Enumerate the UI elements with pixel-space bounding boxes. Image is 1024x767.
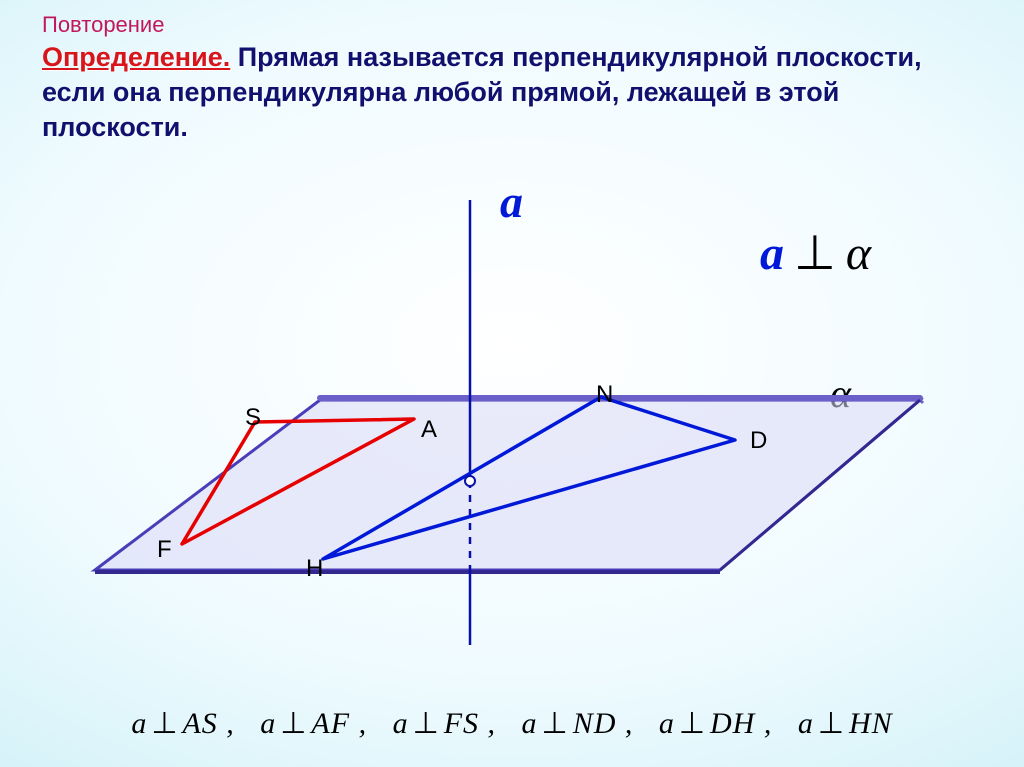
bottom-relations: a⊥AS , a⊥AF , a⊥FS , a⊥ND , a⊥DH , a⊥HN <box>0 706 1024 741</box>
intersection-point <box>465 476 475 486</box>
point-N: N <box>596 381 613 409</box>
point-F: F <box>157 536 172 564</box>
point-S: S <box>245 404 261 432</box>
geometry-diagram <box>0 0 1024 767</box>
point-A: A <box>421 416 437 444</box>
point-D: D <box>750 427 767 455</box>
point-H: H <box>306 555 323 583</box>
